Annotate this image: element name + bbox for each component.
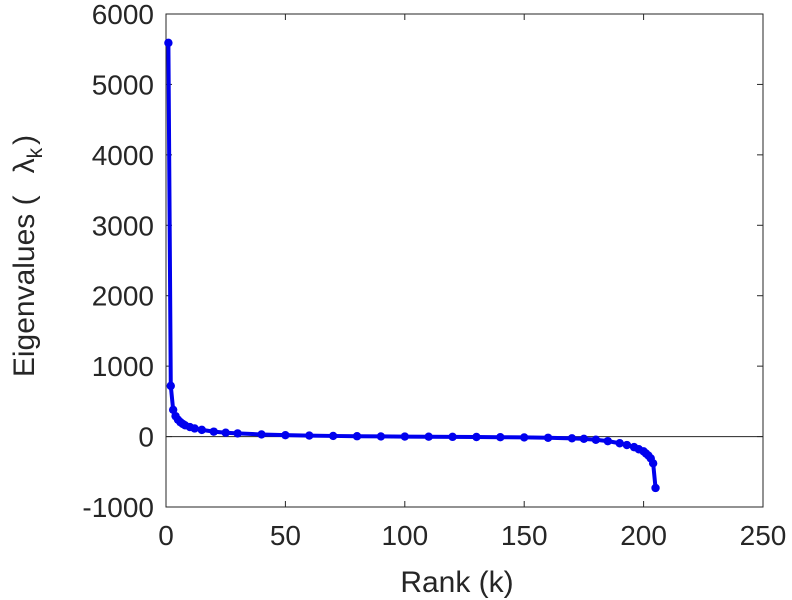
data-point [166, 381, 175, 391]
data-point [448, 432, 457, 442]
x-tick-label: 150 [501, 520, 548, 551]
data-point [651, 483, 660, 493]
y-tick-label: 6000 [92, 0, 154, 30]
y-axis-ticks: -1000 0 1000 2000 3000 4000 5000 6000 [82, 0, 763, 523]
x-axis-ticks: 0 50 100 150 200 250 [158, 14, 786, 551]
y-axis-label: Eigenvalues ( λk) [8, 135, 47, 377]
y-axis-label-prefix: Eigenvalues ( [8, 195, 41, 377]
data-point [543, 433, 553, 442]
data-point [190, 424, 199, 433]
data-point [424, 432, 433, 441]
data-point [615, 439, 624, 448]
plot-frame [165, 13, 764, 508]
data-point [472, 432, 481, 442]
svg-text:Eigenvalues (λk): Eigenvalues ( λk) [8, 135, 47, 377]
x-axis-label: Rank (k) [400, 566, 513, 599]
y-tick-label: 3000 [92, 210, 154, 241]
y-tick-label: 1000 [92, 351, 154, 382]
y-tick-label: 4000 [92, 140, 154, 171]
data-point [567, 434, 577, 443]
y-tick-label: 5000 [92, 69, 154, 100]
data-point [579, 434, 589, 444]
data-point [648, 459, 658, 468]
data-point [603, 436, 612, 446]
data-point [257, 430, 266, 439]
data-point [400, 432, 409, 441]
data-point [197, 425, 207, 435]
data-point [168, 405, 178, 415]
y-tick-label: 2000 [92, 281, 154, 312]
data-point [281, 430, 290, 440]
x-tick-label: 100 [381, 520, 428, 551]
data-point [520, 433, 529, 442]
data-point [209, 427, 218, 436]
data-point [164, 38, 173, 48]
data-point [352, 432, 362, 441]
y-tick-label: -1000 [82, 492, 154, 523]
y-axis-label-symbol: λ [8, 158, 41, 173]
data-point [591, 435, 601, 444]
data-point [305, 431, 314, 440]
data-point [233, 429, 242, 438]
x-tick-label: 0 [158, 520, 174, 551]
x-tick-label: 50 [270, 520, 301, 551]
data-point [622, 440, 632, 450]
plot-area [165, 13, 764, 508]
data-point [221, 428, 230, 437]
y-axis-label-suffix: ) [8, 135, 41, 145]
data-point [376, 432, 386, 441]
data-point [496, 433, 505, 442]
series-group [164, 38, 660, 493]
x-tick-label: 200 [620, 520, 667, 551]
data-point [328, 431, 338, 441]
y-tick-label: 0 [138, 422, 154, 453]
y-axis-label-subscript: k [24, 147, 47, 158]
x-tick-label: 250 [740, 520, 787, 551]
